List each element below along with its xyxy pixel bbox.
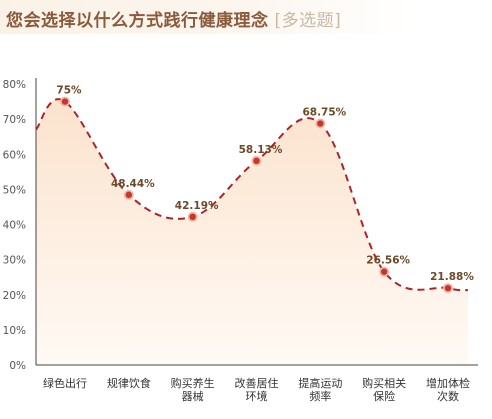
data-point — [189, 213, 196, 221]
data-label: 42.19% — [175, 200, 219, 212]
series-line — [35, 98, 469, 292]
data-point — [125, 191, 133, 199]
data-label: 48.44% — [111, 178, 155, 190]
y-tick-label: 30% — [3, 255, 26, 267]
x-tick-label: 绿色出行 — [43, 376, 87, 390]
y-tick-label: 80% — [3, 79, 26, 91]
data-label: 21.88% — [430, 271, 474, 283]
data-point — [380, 268, 388, 275]
data-label: 58.13% — [239, 144, 283, 156]
data-label: 68.75% — [302, 107, 346, 119]
data-point — [61, 98, 69, 105]
title-bar — [0, 0, 410, 34]
x-tick-label: 购买养生器械 — [171, 376, 215, 403]
x-tick-label: 提高运动频率 — [298, 376, 342, 403]
x-tick-label: 增加体检次数 — [426, 376, 470, 403]
y-tick-label: 50% — [3, 184, 26, 196]
y-tick-label: 20% — [3, 290, 26, 302]
data-label: 75% — [56, 85, 82, 97]
data-label: 26.56% — [366, 255, 410, 267]
area-fill — [36, 99, 468, 365]
x-tick-label: 购买相关保险 — [362, 376, 406, 403]
y-tick-label: 0% — [9, 360, 26, 372]
data-point — [253, 157, 260, 165]
y-tick-label: 60% — [3, 149, 26, 161]
chart-title-text: 您会选择以什么方式践行健康理念 — [6, 11, 269, 31]
y-tick-label: 10% — [3, 325, 26, 337]
chart-title-suffix: [多选题] — [274, 11, 342, 31]
data-point — [444, 284, 452, 292]
x-tick-label: 改善居住环境 — [235, 376, 279, 403]
x-tick-label: 规律饮食 — [107, 376, 151, 390]
data-point — [317, 120, 324, 127]
y-tick-label: 40% — [3, 220, 26, 232]
chart-title: 您会选择以什么方式践行健康理念 [多选题] — [6, 6, 341, 31]
y-tick-label: 70% — [3, 114, 26, 126]
